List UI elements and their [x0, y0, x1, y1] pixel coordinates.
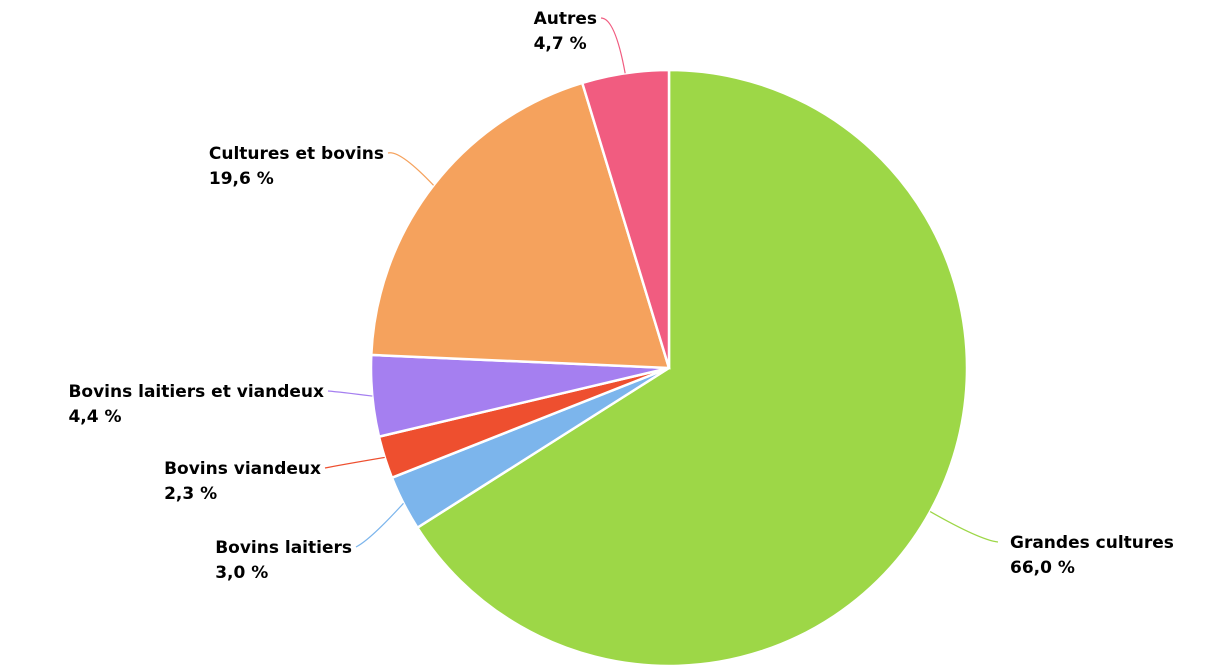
pie-slices — [369, 68, 969, 666]
leader-line — [327, 390, 373, 397]
leader-line — [929, 511, 999, 543]
leader-lines — [324, 17, 999, 548]
slice-label: Bovins laitiers — [215, 538, 352, 558]
pie-slice-autres[interactable] — [580, 68, 671, 369]
slice-label: Bovins laitiers et viandeux — [68, 382, 324, 402]
pie-slice-grandes-cultures[interactable] — [415, 68, 969, 666]
slice-value-label: 3,0 % — [215, 563, 268, 583]
slice-label: Cultures et bovins — [209, 144, 384, 164]
pie-slice-cultures-et-bovins[interactable] — [369, 81, 671, 370]
slice-value-label: 19,6 % — [209, 169, 274, 189]
slice-value-label: 66,0 % — [1010, 558, 1075, 578]
slice-label: Grandes cultures — [1010, 533, 1174, 553]
leader-line — [324, 456, 385, 469]
leader-line — [600, 17, 626, 74]
slice-value-label: 4,7 % — [534, 34, 587, 54]
slice-label: Bovins viandeux — [164, 459, 321, 479]
leader-line — [387, 152, 434, 186]
leader-line — [355, 502, 404, 548]
slice-value-label: 4,4 % — [68, 407, 121, 427]
data-labels: Grandes cultures 66,0 % Bovins laitiers 3,0… — [68, 9, 1173, 583]
slice-value-label: 2,3 % — [164, 484, 217, 504]
slice-label: Autres — [534, 9, 597, 29]
